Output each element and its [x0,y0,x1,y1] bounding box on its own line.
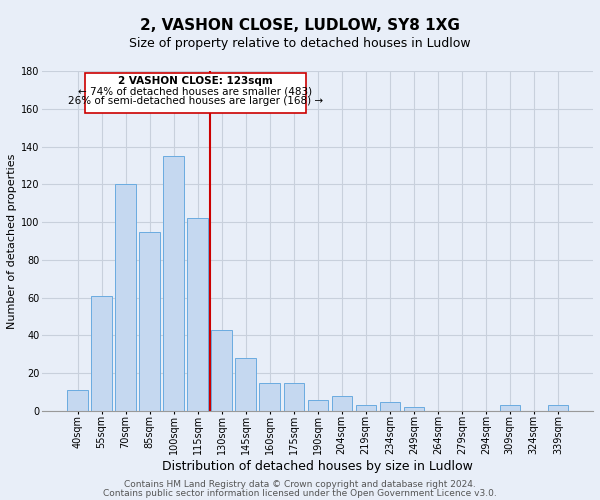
Bar [67,390,88,411]
Bar [187,218,208,411]
X-axis label: Distribution of detached houses by size in Ludlow: Distribution of detached houses by size … [162,460,473,473]
Bar [380,402,400,411]
Bar [332,396,352,411]
Text: 2, VASHON CLOSE, LUDLOW, SY8 1XG: 2, VASHON CLOSE, LUDLOW, SY8 1XG [140,18,460,32]
Bar [548,406,568,411]
Bar [211,330,232,411]
Text: ← 74% of detached houses are smaller (483): ← 74% of detached houses are smaller (48… [78,86,313,96]
Text: Contains public sector information licensed under the Open Government Licence v3: Contains public sector information licen… [103,488,497,498]
Bar [404,407,424,411]
Text: Size of property relative to detached houses in Ludlow: Size of property relative to detached ho… [129,38,471,51]
Y-axis label: Number of detached properties: Number of detached properties [7,154,17,328]
Text: 26% of semi-detached houses are larger (168) →: 26% of semi-detached houses are larger (… [68,96,323,106]
Bar [259,382,280,411]
Bar [235,358,256,411]
Bar [308,400,328,411]
FancyBboxPatch shape [85,73,306,112]
Bar [356,406,376,411]
Text: Contains HM Land Registry data © Crown copyright and database right 2024.: Contains HM Land Registry data © Crown c… [124,480,476,489]
Bar [500,406,520,411]
Bar [139,232,160,411]
Bar [284,382,304,411]
Bar [163,156,184,411]
Bar [115,184,136,411]
Text: 2 VASHON CLOSE: 123sqm: 2 VASHON CLOSE: 123sqm [118,76,272,86]
Bar [91,296,112,411]
